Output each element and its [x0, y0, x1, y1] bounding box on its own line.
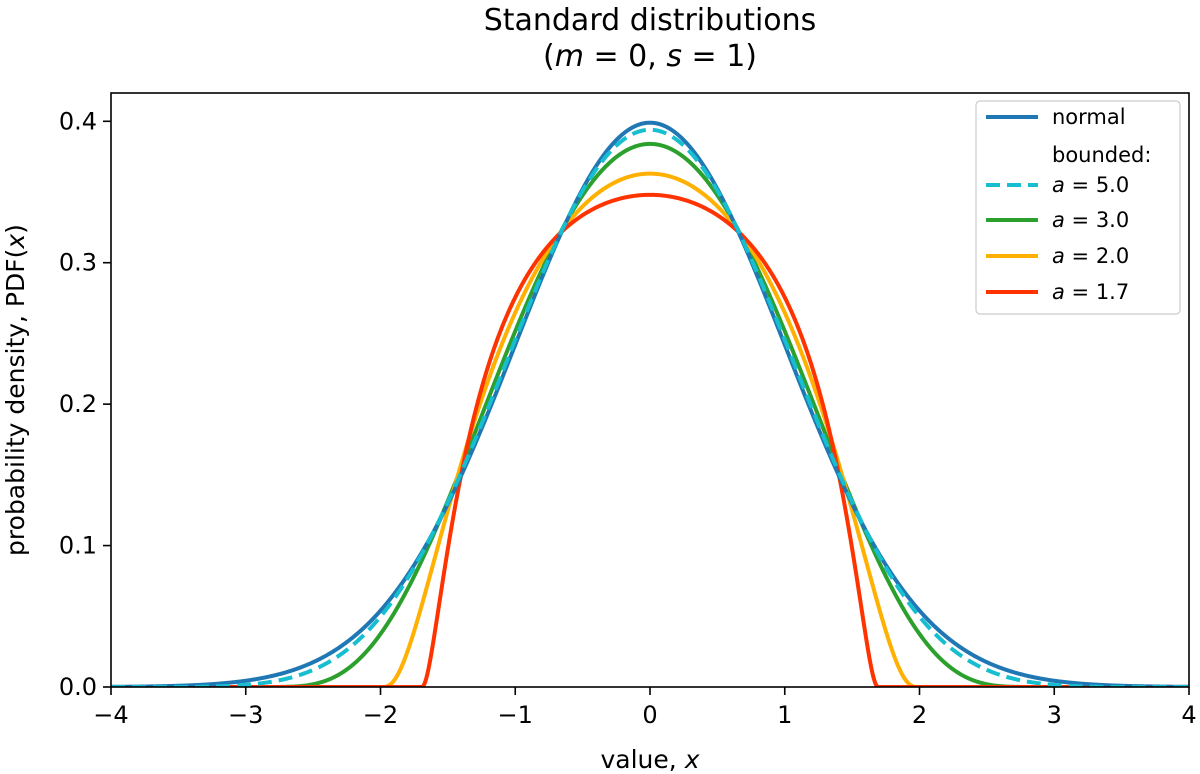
x-tick-label: 1	[777, 701, 792, 729]
chart-title: Standard distributions	[484, 3, 817, 38]
y-tick-label: 0.2	[59, 390, 97, 418]
y-axis-label: probability density, PDF(x)	[1, 224, 30, 556]
legend: normal bounded: a = 5.0 a = 3.0 a = 2.0 …	[975, 100, 1181, 315]
legend-subheading: bounded:	[1052, 143, 1151, 167]
x-tick-label: −1	[498, 701, 533, 729]
y-tick-label: 0.4	[59, 107, 97, 135]
x-axis-label: value, x	[601, 745, 700, 774]
chart-subtitle: (m = 0, s = 1)	[543, 39, 757, 74]
y-tick-label: 0.0	[59, 673, 97, 701]
series-line-a20	[111, 171, 1189, 687]
legend-label-a30: a = 3.0	[1052, 208, 1129, 232]
legend-label-a50: a = 5.0	[1052, 173, 1129, 197]
x-tick-label: 4	[1181, 701, 1196, 729]
x-axis: −4 −3 −2 −1 0 1 2 3 4	[93, 687, 1197, 729]
y-tick-label: 0.3	[59, 249, 97, 277]
x-tick-label: −2	[363, 701, 398, 729]
x-tick-label: 0	[642, 701, 657, 729]
series-line-a50	[111, 127, 1189, 687]
legend-box	[975, 100, 1181, 315]
series-line-normal	[111, 120, 1189, 687]
y-tick-label: 0.1	[59, 532, 97, 560]
legend-label-normal: normal	[1052, 105, 1126, 129]
legend-label-a17: a = 1.7	[1052, 280, 1129, 304]
x-tick-label: −3	[228, 701, 263, 729]
x-tick-label: −4	[93, 701, 128, 729]
x-tick-label: 2	[912, 701, 927, 729]
y-axis: 0.0 0.1 0.2 0.3 0.4	[59, 107, 111, 701]
legend-label-a20: a = 2.0	[1052, 244, 1129, 268]
x-tick-label: 3	[1047, 701, 1062, 729]
series-line-a17	[111, 192, 1189, 687]
